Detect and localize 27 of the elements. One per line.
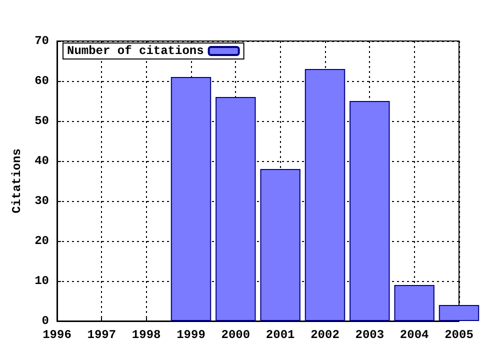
y-tick-label: 10	[34, 274, 49, 288]
x-tick-label: 2001	[266, 328, 295, 342]
x-tick-label: 1999	[176, 328, 206, 342]
bar	[438, 305, 480, 321]
y-tick-label: 30	[34, 194, 49, 208]
y-tick-label: 70	[34, 34, 49, 48]
bar	[216, 97, 256, 321]
y-tick-label: 60	[34, 74, 49, 88]
x-tick-label: 2003	[355, 328, 384, 342]
x-tick-label: 2002	[310, 328, 340, 342]
x-tick-label: 1996	[42, 328, 72, 342]
bar	[260, 169, 300, 321]
x-tick-label: 2005	[444, 328, 474, 342]
x-tick-label: 2004	[400, 328, 429, 342]
y-tick-label: 50	[34, 114, 49, 128]
x-tick-label: 1998	[132, 328, 161, 342]
x-tick-label: 1997	[87, 328, 116, 342]
y-axis-title: Citations	[10, 148, 24, 214]
bar	[350, 101, 390, 321]
y-tick-label: 20	[34, 234, 49, 248]
bar	[394, 285, 434, 321]
bar	[170, 77, 212, 321]
bar	[304, 69, 346, 321]
y-tick-label: 40	[34, 154, 49, 168]
x-tick-label: 2000	[221, 328, 250, 342]
legend-label: Number of citations	[66, 44, 204, 58]
y-tick-label: 0	[42, 314, 49, 328]
